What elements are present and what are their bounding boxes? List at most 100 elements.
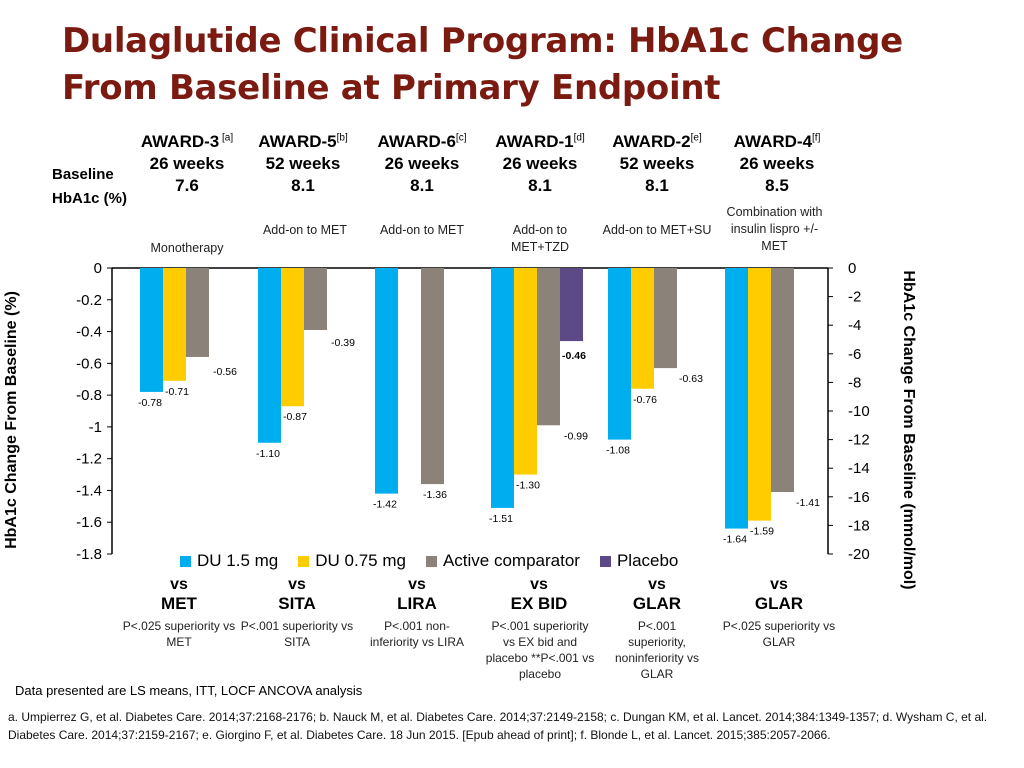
study-weeks: 26 weeks bbox=[149, 154, 225, 173]
data-label: -0.71 bbox=[165, 386, 189, 398]
bar-du-1-5-mg bbox=[608, 268, 631, 440]
baseline-label: Baseline HbA1c (%) bbox=[52, 163, 127, 211]
comparator-label: SITA bbox=[278, 594, 316, 613]
bar-active-comparator bbox=[186, 268, 209, 357]
comparator-label: MET bbox=[161, 594, 197, 613]
legend-item-placebo: Placebo bbox=[599, 551, 678, 571]
y2-tick-label: -16 bbox=[848, 489, 870, 506]
bar-du-0-75-mg bbox=[631, 268, 654, 389]
legend-swatch bbox=[425, 555, 437, 567]
baseline-label-line1: Baseline bbox=[52, 166, 114, 183]
y-tick-label: -1.6 bbox=[76, 514, 102, 531]
study-header-award3: AWARD-3 [a] 26 weeks 7.6 bbox=[127, 131, 247, 197]
y2-tick-label: -6 bbox=[848, 346, 861, 363]
y2-tick-label: -4 bbox=[848, 317, 861, 334]
study-desc-award6: Add-on to MET bbox=[379, 223, 465, 237]
bar-du-0-75-mg bbox=[281, 268, 304, 407]
study-desc-award1: Add-on to MET+TZD bbox=[511, 223, 569, 254]
y-tick-label: -1 bbox=[89, 419, 102, 436]
legend-item-du075: DU 0.75 mg bbox=[298, 551, 406, 571]
data-label: -0.46 bbox=[562, 350, 586, 362]
vs-label: vs bbox=[288, 576, 306, 593]
study-baseline: 8.5 bbox=[765, 176, 789, 195]
legend-item-active: Active comparator bbox=[425, 551, 580, 571]
legend-swatch bbox=[298, 555, 310, 567]
y2-tick-label: -10 bbox=[848, 403, 870, 420]
legend-swatch bbox=[180, 555, 191, 567]
data-label: -1.36 bbox=[423, 489, 447, 501]
data-label: -0.39 bbox=[331, 337, 355, 349]
vs-label: vs bbox=[408, 576, 426, 593]
data-label: -1.64 bbox=[723, 534, 747, 546]
slide-title: Dulaglutide Clinical Program: HbA1c Chan… bbox=[62, 21, 903, 108]
y-tick-label: -1.4 bbox=[76, 482, 102, 499]
significance-note: P<.025 superiority vs MET bbox=[122, 619, 236, 649]
vs-label: vs bbox=[530, 576, 548, 593]
study-baseline: 8.1 bbox=[528, 176, 552, 195]
y2-tick-label: -2 bbox=[848, 289, 861, 306]
legend-item-du15: DU 1.5 mg bbox=[180, 551, 278, 571]
study-weeks: 26 weeks bbox=[739, 154, 815, 173]
y2-tick-label: -8 bbox=[848, 374, 861, 391]
y-tick-label: -1.2 bbox=[76, 451, 102, 468]
significance-note: P<.001 non-inferiority vs LIRA bbox=[369, 619, 465, 649]
data-note: Data presented are LS means, ITT, LOCF A… bbox=[15, 683, 363, 698]
references: a. Umpierrez G, et al. Diabetes Care. 20… bbox=[8, 710, 988, 742]
data-label: -1.59 bbox=[750, 526, 774, 538]
bar-du-1-5-mg bbox=[375, 268, 398, 494]
bar-du-1-5-mg bbox=[140, 268, 163, 392]
bar-active-comparator bbox=[654, 268, 677, 369]
legend: DU 1.5 mg DU 0.75 mg Active comparator P… bbox=[180, 551, 698, 571]
bar-du-0-75-mg bbox=[163, 268, 186, 381]
study-baseline: 7.6 bbox=[175, 176, 199, 195]
study-header-award2: AWARD-2[e] 52 weeks 8.1 bbox=[597, 131, 717, 197]
y-tick-label: -0.6 bbox=[76, 355, 102, 372]
bar-active-comparator bbox=[304, 268, 327, 330]
bar-du-0-75-mg bbox=[514, 268, 537, 475]
comparator-label: LIRA bbox=[397, 594, 437, 613]
bar-du-1-5-mg bbox=[258, 268, 281, 443]
comparator-label: GLAR bbox=[632, 594, 682, 613]
study-weeks: 52 weeks bbox=[265, 154, 341, 173]
data-label: -1.41 bbox=[796, 497, 820, 509]
data-label: -0.87 bbox=[283, 411, 307, 423]
baseline-label-line2: HbA1c (%) bbox=[52, 190, 128, 207]
y2-tick-label: -14 bbox=[848, 460, 870, 477]
bar-placebo bbox=[560, 268, 583, 342]
data-label: -1.51 bbox=[489, 513, 513, 525]
vs-label: vs bbox=[170, 576, 188, 593]
study-baseline: 8.1 bbox=[645, 176, 669, 195]
study-desc-award5: Add-on to MET bbox=[262, 223, 348, 237]
y2-tick-label: -20 bbox=[848, 546, 870, 563]
bar-du-0-75-mg bbox=[748, 268, 771, 521]
y-tick-label: -0.2 bbox=[76, 292, 102, 309]
data-label: -1.08 bbox=[606, 445, 630, 457]
study-weeks: 26 weeks bbox=[384, 154, 460, 173]
y2-tick-label: -12 bbox=[848, 432, 870, 449]
data-label: -0.63 bbox=[679, 373, 703, 385]
bar-du-1-5-mg bbox=[491, 268, 514, 508]
y2-tick-label: 0 bbox=[848, 260, 856, 277]
y-tick-label: -1.8 bbox=[76, 546, 102, 563]
vs-label: vs bbox=[648, 576, 666, 593]
y-tick-label: 0 bbox=[94, 260, 102, 277]
significance-note: P<.001 superiority vs SITA bbox=[240, 619, 354, 649]
data-label: -1.30 bbox=[516, 480, 540, 492]
study-weeks: 52 weeks bbox=[619, 154, 695, 173]
study-header-award6: AWARD-6[c] 26 weeks 8.1 bbox=[362, 131, 482, 197]
study-baseline: 8.1 bbox=[410, 176, 434, 195]
study-header-award4: AWARD-4[f] 26 weeks 8.5 bbox=[717, 131, 837, 197]
data-label: -0.99 bbox=[564, 430, 588, 442]
study-header-award1: AWARD-1[d] 26 weeks 8.1 bbox=[480, 131, 600, 197]
bar-active-comparator bbox=[537, 268, 560, 426]
bar-active-comparator bbox=[771, 268, 794, 493]
y-tick-label: -0.4 bbox=[76, 324, 102, 341]
significance-note: P<.025 superiority vs GLAR bbox=[722, 619, 836, 649]
y2-tick-label: -18 bbox=[848, 517, 870, 534]
significance-note: P<.001 superiority vs EX bid and placebo… bbox=[485, 619, 595, 681]
study-baseline: 8.1 bbox=[291, 176, 315, 195]
study-desc-award2: Add-on to MET+SU bbox=[602, 223, 712, 237]
bar-du-1-5-mg bbox=[725, 268, 748, 529]
data-label: -0.78 bbox=[138, 397, 162, 409]
